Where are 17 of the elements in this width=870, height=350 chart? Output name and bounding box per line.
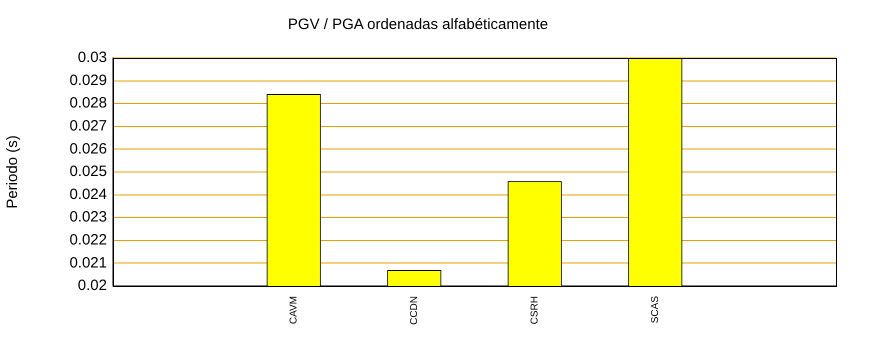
y-tick-label: 0.023 — [69, 208, 107, 226]
x-tick-label: CCDN — [409, 296, 420, 325]
y-tick-label: 0.025 — [69, 163, 107, 180]
x-tick-label: CAVM — [288, 296, 300, 324]
y-tick-label: 0.027 — [69, 118, 107, 135]
y-tick-label: 0.026 — [69, 140, 107, 158]
x-tick-label: CSRH — [530, 296, 540, 324]
x-tick-label: SCAS — [650, 296, 661, 324]
y-tick-label: 0.022 — [69, 232, 107, 249]
y-tick-label: 0.029 — [69, 72, 107, 89]
y-axis-title: Periodo (s) — [4, 135, 22, 209]
y-tick-label: 0.028 — [69, 94, 107, 112]
y-tick-label: 0.024 — [69, 186, 107, 203]
y-tick-label: 0.021 — [69, 254, 107, 272]
y-tick-label: 0.03 — [78, 49, 107, 66]
chart-title: PGV / PGA ordenadas alfabéticamente — [288, 16, 548, 34]
y-tick-label: 0.02 — [78, 277, 107, 294]
